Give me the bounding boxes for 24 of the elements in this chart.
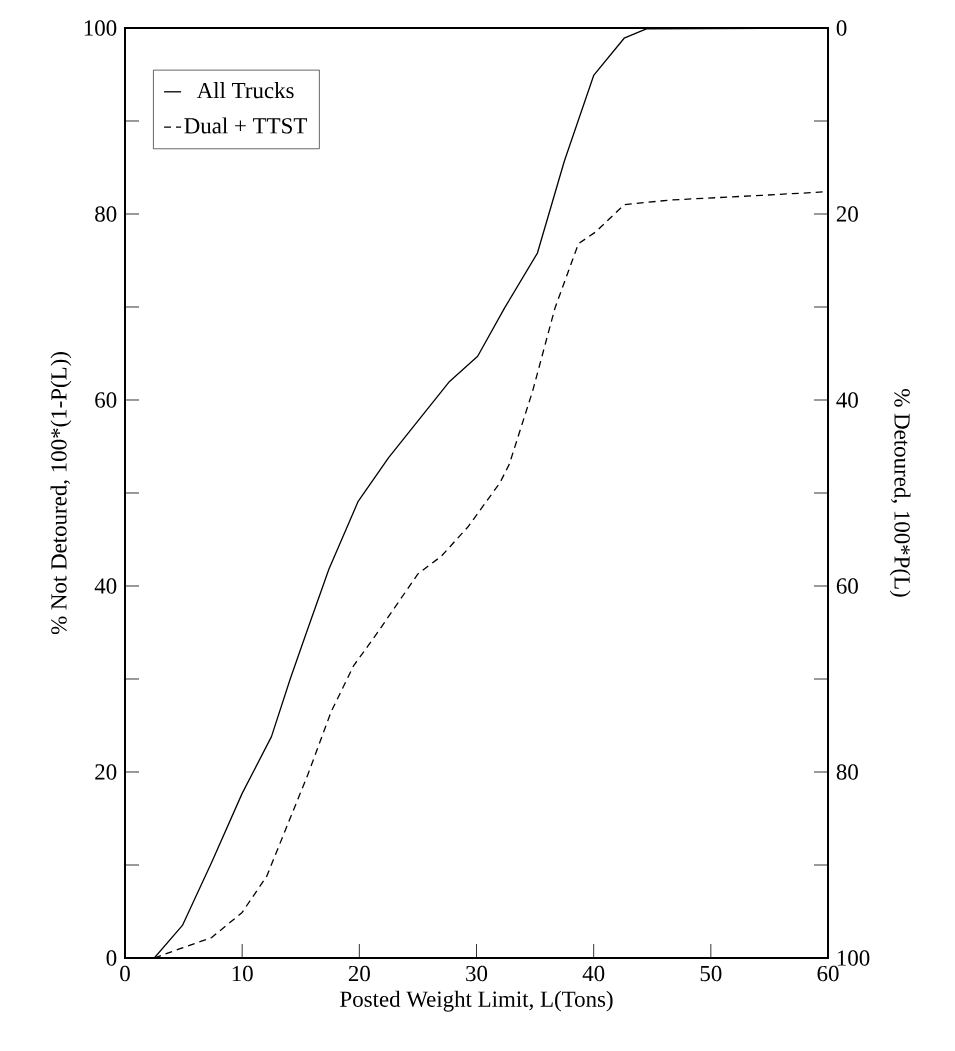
y2-tick-label: 60 bbox=[836, 578, 858, 594]
y-axis-title: % Not Detoured, 100*(1-P(L)) bbox=[50, 352, 72, 635]
y-tick-label: 20 bbox=[95, 764, 117, 780]
y2-axis-title: % Detoured, 100*P(L) bbox=[889, 389, 911, 597]
x-tick-label: 30 bbox=[466, 965, 488, 982]
x-tick-label: 50 bbox=[700, 965, 722, 982]
y2-tick-label: 0 bbox=[836, 20, 847, 36]
y2-tick-label: 100 bbox=[837, 950, 870, 966]
y2-tick-label: 80 bbox=[836, 764, 858, 780]
x-tick-label: 60 bbox=[817, 965, 839, 982]
x-tick-label: 10 bbox=[232, 965, 253, 982]
y-tick-label: 100 bbox=[84, 20, 117, 36]
x-tick-label: 20 bbox=[348, 965, 370, 982]
y2-tick-label: 20 bbox=[836, 206, 858, 222]
legend-label: All Trucks bbox=[196, 82, 294, 99]
y-tick-label: 40 bbox=[94, 578, 117, 594]
y2-tick-label: 40 bbox=[836, 392, 858, 408]
x-tick-label: 40 bbox=[582, 965, 605, 982]
x-axis-title: Posted Weight Limit, L(Tons) bbox=[340, 990, 613, 1012]
y-tick-label: 60 bbox=[95, 392, 117, 408]
y-tick-label: 0 bbox=[106, 950, 117, 966]
legend-label: Dual + TTST bbox=[184, 117, 307, 134]
y-tick-label: 80 bbox=[95, 206, 117, 222]
x-tick-label: 0 bbox=[120, 965, 130, 982]
